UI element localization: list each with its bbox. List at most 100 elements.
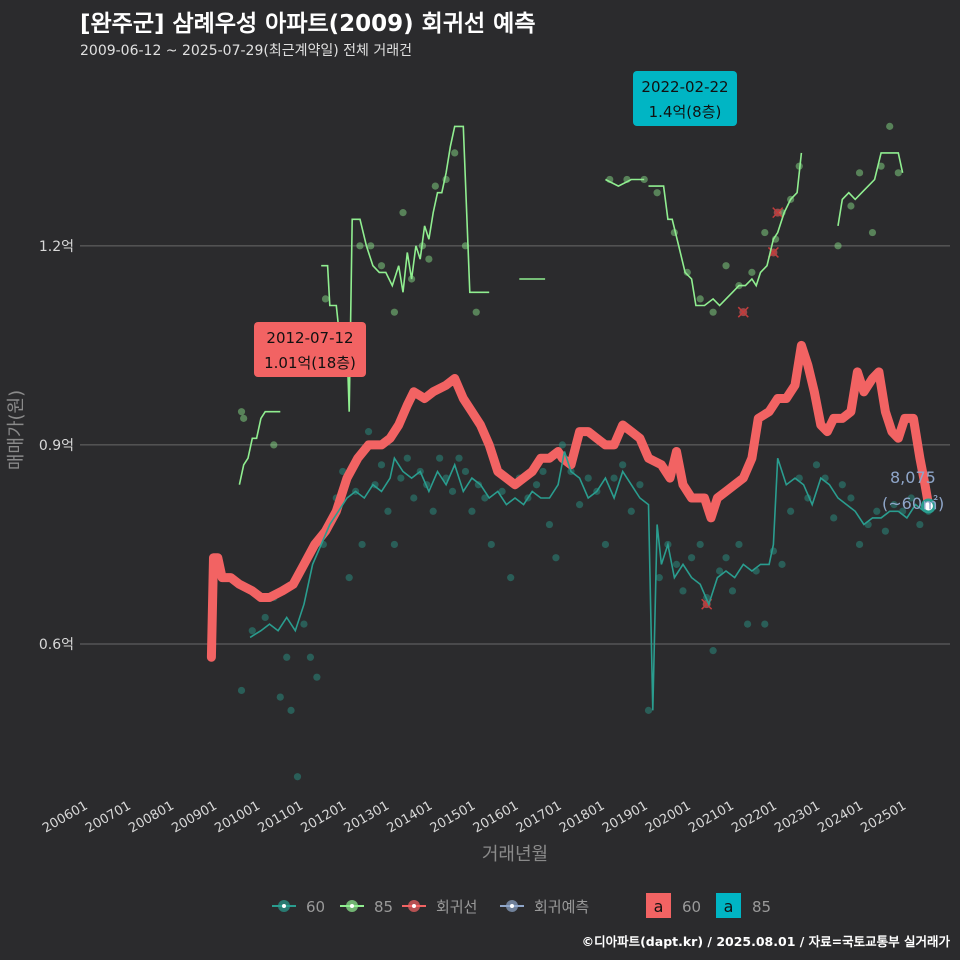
scatter-point-60	[619, 461, 627, 469]
line-series-60	[249, 451, 929, 711]
scatter-point-85	[321, 295, 330, 303]
scatter-point-60	[300, 620, 308, 628]
x-tick-label: 202201	[729, 798, 779, 836]
scatter-point-60	[364, 428, 373, 436]
annotation-bg	[254, 322, 366, 377]
legend-dot-center	[350, 904, 354, 908]
outlier-cross	[737, 306, 749, 318]
scatter-point-60	[474, 481, 482, 489]
prediction-marker	[920, 498, 936, 514]
scatter-point-85	[855, 169, 864, 177]
scatter-point-60	[306, 653, 315, 661]
line-series-85	[837, 152, 904, 227]
x-tick-label: 201501	[428, 798, 478, 836]
scatter-point-85	[748, 268, 756, 276]
scatter-point-60	[261, 613, 269, 622]
scatter-point-85	[240, 414, 248, 422]
line-series-85	[238, 410, 281, 485]
scatter-points	[237, 122, 933, 781]
scatter-point-60	[601, 540, 610, 549]
y-tick-label: 1.2억	[39, 239, 74, 255]
x-tick-label: 202101	[686, 798, 736, 836]
scatter-point-85	[834, 242, 842, 250]
scatter-point-60	[687, 554, 696, 562]
scatter-point-60	[584, 474, 592, 482]
scatter-point-85	[472, 308, 480, 316]
scatter-point-60	[237, 686, 246, 695]
series-lines	[206, 125, 933, 711]
scatter-point-85	[377, 262, 386, 270]
scatter-point-85	[399, 209, 407, 217]
x-tick-label: 202501	[858, 798, 908, 836]
scatter-point-85	[709, 308, 717, 316]
scatter-point-85	[653, 189, 661, 197]
x-tick-label: 200901	[169, 798, 219, 836]
scatter-point-60	[377, 461, 386, 469]
scatter-point-60	[532, 481, 541, 489]
y-tick-label: 0.9억	[39, 438, 74, 454]
x-tick-label: 200801	[126, 798, 176, 836]
x-tick-label: 201801	[557, 798, 607, 836]
legend-label: 60	[306, 898, 325, 916]
scatter-point-60	[448, 487, 457, 495]
legend-item: 회귀선	[402, 898, 477, 916]
legend-item: 회귀예측	[500, 898, 589, 916]
annotation-date: 2012-07-12	[266, 329, 353, 347]
scatter-point-60	[722, 554, 730, 562]
scatter-point-85	[390, 308, 399, 316]
annotation-date: 2022-02-22	[641, 78, 728, 96]
scatter-point-85	[237, 408, 246, 416]
scatter-point-60	[672, 560, 681, 568]
legend-box-label: 85	[752, 898, 771, 916]
scatter-point-60	[576, 501, 584, 509]
x-tick-label: 201101	[255, 798, 305, 836]
legend-item: 60	[272, 898, 325, 916]
line-series-85	[648, 152, 803, 307]
chart-subtitle: 2009-06-12 ~ 2025-07-29(최근계약일) 전체 거래건	[80, 43, 412, 59]
regression-line	[206, 340, 933, 662]
chart-title: [완주군] 삼례우성 아파트(2009) 회귀선 예측	[80, 11, 536, 37]
scatter-point-60	[384, 507, 392, 515]
legend-box-label: 60	[682, 898, 701, 916]
x-tick-label: 200601	[40, 798, 90, 836]
scatter-point-60	[728, 587, 737, 595]
scatter-point-85	[868, 228, 877, 237]
scatter-point-85	[640, 175, 648, 184]
scatter-point-85	[367, 242, 375, 250]
x-tick-label: 201301	[342, 798, 392, 836]
annotation-box: 2022-02-22 1.4억(8층)	[633, 71, 737, 126]
scatter-point-60	[558, 441, 566, 449]
legend-box	[716, 893, 741, 918]
scatter-point-85	[761, 228, 769, 237]
scatter-point-60	[313, 673, 321, 681]
outlier-mark	[737, 306, 749, 318]
scatter-point-85	[877, 162, 885, 170]
legend-label: 회귀예측	[534, 898, 589, 916]
scatter-point-60	[410, 494, 418, 502]
scatter-point-60	[436, 454, 444, 462]
scatter-point-60	[679, 587, 687, 595]
annotation-box: 2012-07-12 1.01억(18층)	[254, 322, 366, 377]
scatter-point-60	[735, 540, 743, 549]
legend-box-glyph: a	[724, 897, 734, 916]
y-axis-title: 매매가(원)	[6, 390, 27, 470]
scatter-point-60	[283, 653, 291, 661]
annotation-text: 1.01억(18층)	[264, 354, 356, 372]
scatter-point-60	[276, 693, 284, 701]
outlier-cross	[772, 207, 784, 219]
prediction-area: (~60㎡)	[882, 494, 944, 513]
scatter-point-60	[715, 567, 724, 575]
legend-dot-center	[282, 904, 286, 908]
x-axis-title: 거래년월	[482, 844, 548, 865]
x-tick-label: 201701	[514, 798, 564, 836]
legend-box-glyph: a	[654, 897, 664, 916]
x-tick-label: 202401	[815, 798, 865, 836]
scatter-point-60	[287, 706, 295, 714]
annotation-text: 1.4억(8층)	[649, 103, 722, 121]
scatter-point-85	[886, 122, 894, 130]
legend-box	[646, 893, 671, 918]
legend-dot-center	[510, 904, 514, 908]
scatter-point-60	[397, 474, 405, 482]
legend-label: 회귀선	[436, 898, 477, 916]
scatter-point-60	[916, 520, 924, 529]
